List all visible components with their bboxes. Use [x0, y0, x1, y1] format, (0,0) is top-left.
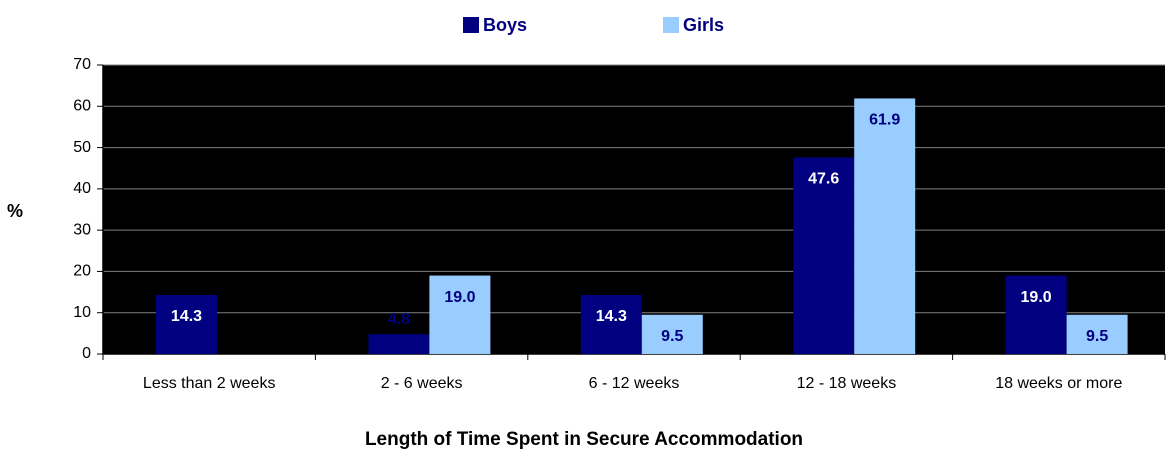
legend-swatch: [463, 17, 479, 33]
data-label: 19.0: [1021, 289, 1052, 306]
legend-label: Girls: [683, 15, 724, 35]
x-tick-label: 18 weeks or more: [995, 375, 1122, 392]
data-label: 9.5: [661, 328, 683, 345]
y-tick-label: 10: [73, 304, 91, 321]
y-tick-label: 50: [73, 139, 91, 156]
legend-label: Boys: [483, 15, 527, 35]
bar: [793, 157, 855, 354]
bar: [429, 275, 491, 354]
x-tick-label: 2 - 6 weeks: [381, 375, 463, 392]
bar: [156, 294, 217, 354]
bar: [1066, 314, 1128, 354]
data-label: 4.8: [388, 311, 410, 328]
data-label: 19.0: [444, 289, 475, 306]
data-label: 14.3: [596, 308, 627, 325]
data-label: 9.5: [1086, 328, 1108, 345]
bar: [368, 334, 430, 354]
x-tick-label: Less than 2 weeks: [143, 375, 276, 392]
legend-swatch: [663, 17, 679, 33]
bar: [580, 294, 642, 354]
y-tick-label: 30: [73, 221, 91, 238]
y-tick-label: 0: [82, 345, 91, 362]
y-tick-label: 70: [73, 56, 91, 73]
y-tick-label: 40: [73, 180, 91, 197]
data-label: 61.9: [869, 112, 900, 129]
bar: [854, 98, 916, 354]
bar: [1005, 275, 1067, 354]
data-label: 47.6: [808, 171, 839, 188]
y-tick-label: 60: [73, 98, 91, 115]
bar: [641, 314, 703, 354]
y-tick-label: 20: [73, 263, 91, 280]
y-axis-label: %: [7, 201, 23, 221]
data-label: 14.3: [171, 308, 202, 325]
x-tick-label: 12 - 18 weeks: [797, 375, 897, 392]
x-tick-label: 6 - 12 weeks: [589, 375, 680, 392]
x-axis-label: Length of Time Spent in Secure Accommoda…: [365, 429, 803, 450]
